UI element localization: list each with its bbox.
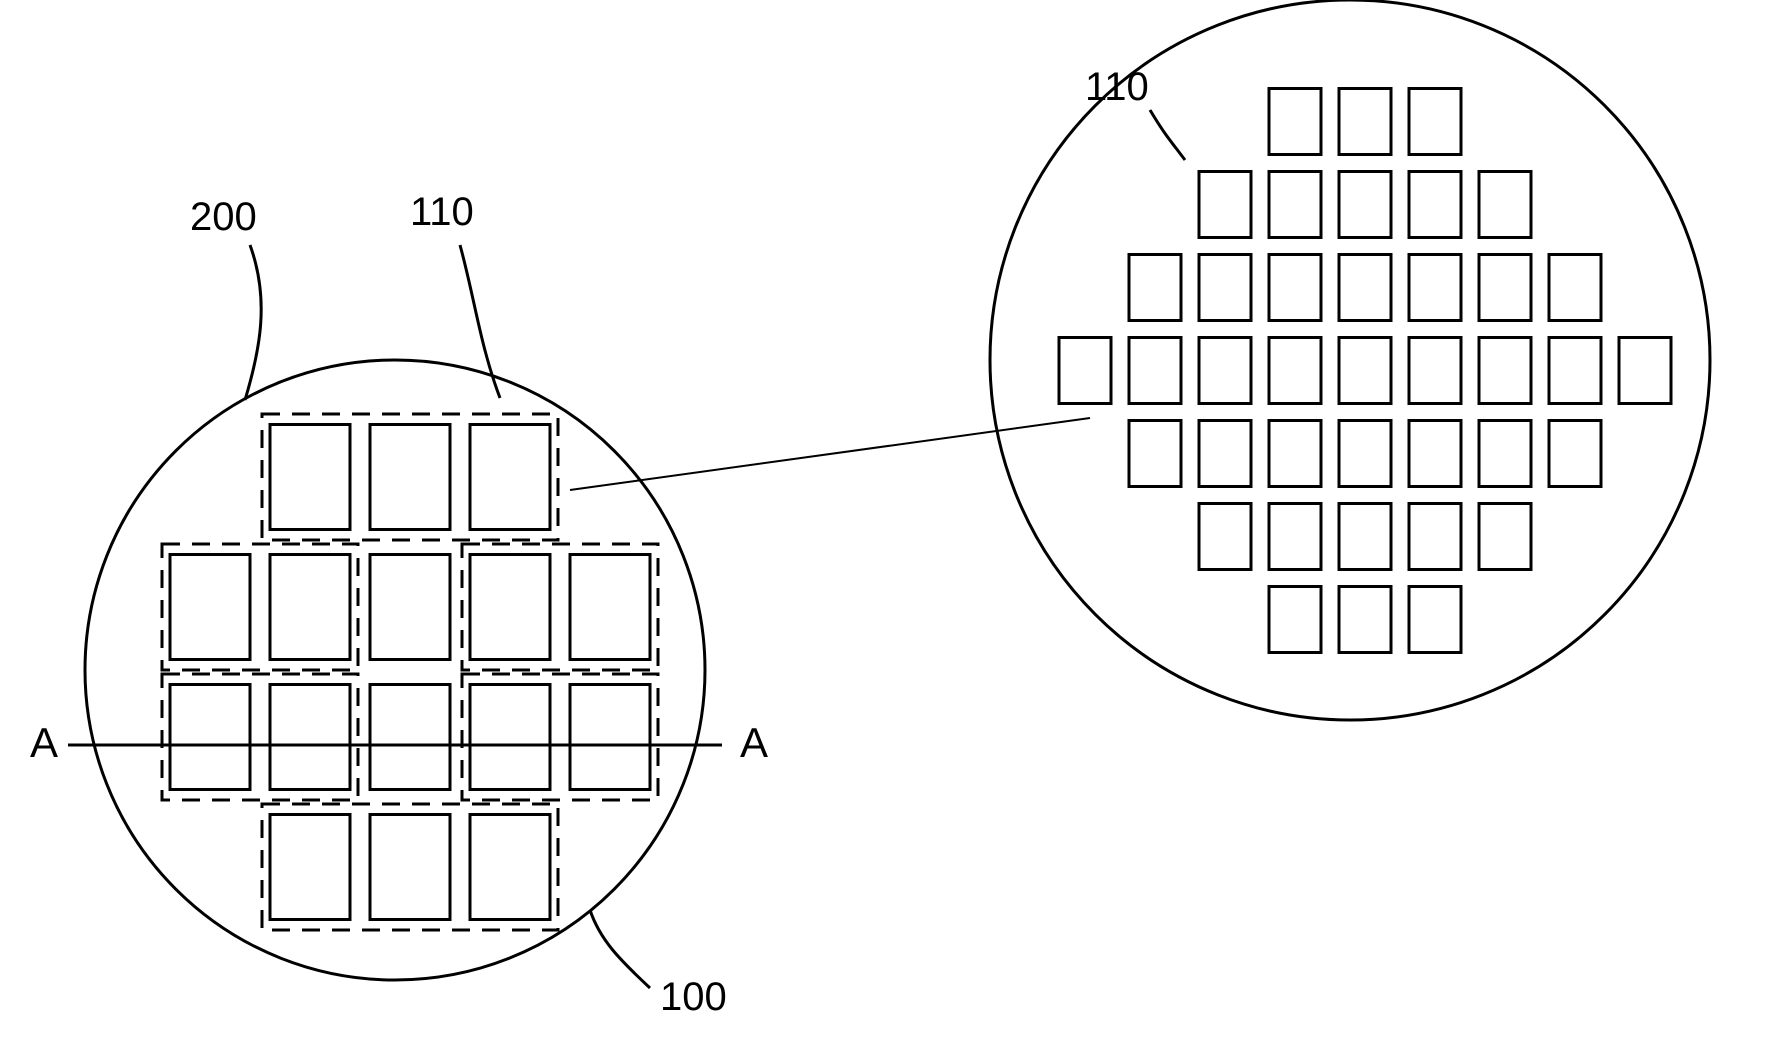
detail-callout-line [570,418,1090,490]
right-die [1409,255,1461,321]
leader-left-200 [245,245,261,400]
left-die [470,425,550,530]
right-die [1549,421,1601,487]
right-die [1549,338,1601,404]
right-die [1409,587,1461,653]
left-die [370,425,450,530]
left-die [570,685,650,790]
left-die [370,685,450,790]
left-die [470,815,550,920]
leader-right-110 [1150,110,1185,160]
left-die [170,685,250,790]
right-die [1059,338,1111,404]
right-die [1199,338,1251,404]
label-right_110: 110 [1085,65,1149,109]
right-die [1479,504,1531,570]
right-die [1199,255,1251,321]
label-left_110: 110 [410,190,474,234]
label-sectionA_R: A [740,719,768,766]
right-die [1129,421,1181,487]
label-left_100: 100 [660,975,727,1019]
right-die [1199,172,1251,238]
right-die [1339,338,1391,404]
right-die [1269,255,1321,321]
right-die [1339,89,1391,155]
right-die [1339,587,1391,653]
left-reticle-group [162,674,358,800]
right-die [1479,421,1531,487]
left-die [170,555,250,660]
right-die [1269,587,1321,653]
left-die [370,555,450,660]
left-reticle-group [262,804,558,930]
right-die [1619,338,1671,404]
right-die [1409,338,1461,404]
left-die [470,685,550,790]
left-reticle-group [462,674,658,800]
label-sectionA_L: A [30,719,58,766]
label-left_200: 200 [190,195,257,239]
right-die [1339,504,1391,570]
left-reticle-group [262,414,558,540]
right-die [1199,504,1251,570]
right-die [1409,172,1461,238]
left-reticle-group [162,544,358,670]
right-die [1339,255,1391,321]
right-die [1269,421,1321,487]
right-die [1199,421,1251,487]
left-die [370,815,450,920]
right-die [1269,504,1321,570]
right-die [1269,89,1321,155]
left-die [270,815,350,920]
left-reticle-group [462,544,658,670]
left-die [470,555,550,660]
left-die [270,555,350,660]
left-die [270,685,350,790]
right-die [1339,172,1391,238]
right-die [1339,421,1391,487]
left-die [270,425,350,530]
right-die [1409,421,1461,487]
right-die [1409,89,1461,155]
right-die [1129,255,1181,321]
right-die [1269,172,1321,238]
right-die [1479,172,1531,238]
right-die [1129,338,1181,404]
right-die [1409,504,1461,570]
leader-left-100 [590,910,650,988]
right-die [1479,255,1531,321]
right-die [1479,338,1531,404]
left-die [570,555,650,660]
right-die [1269,338,1321,404]
right-die [1549,255,1601,321]
